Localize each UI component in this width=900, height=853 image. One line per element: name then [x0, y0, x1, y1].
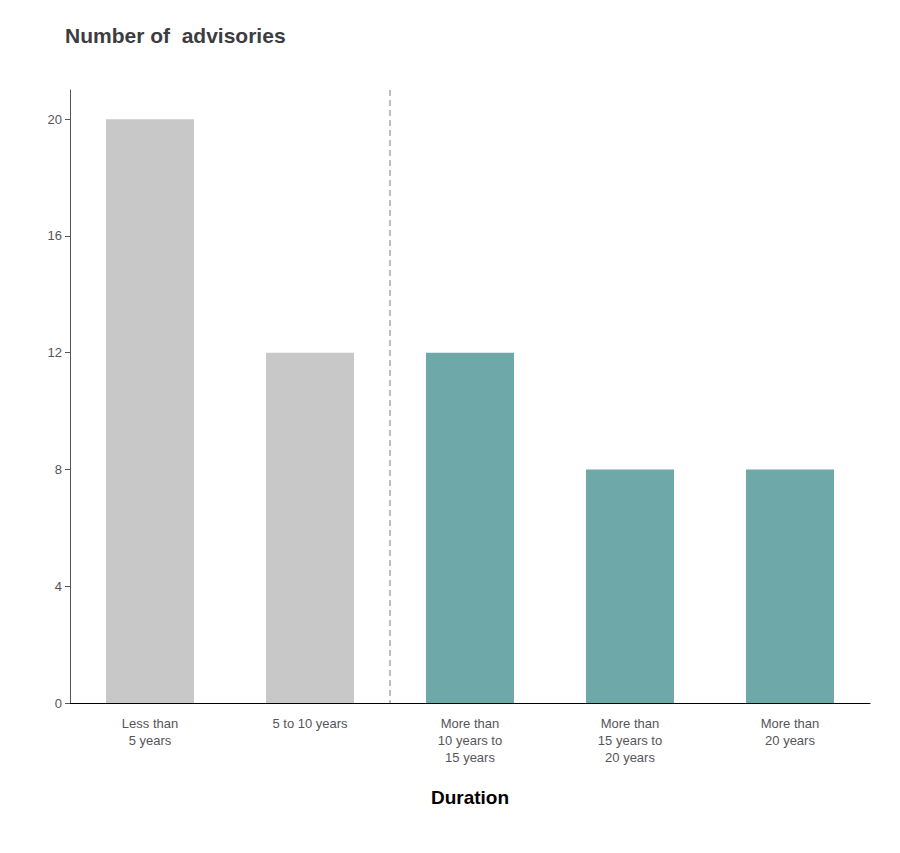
svg-text:0: 0: [55, 696, 62, 711]
svg-text:5 years: 5 years: [129, 733, 172, 748]
svg-text:15 years: 15 years: [445, 750, 495, 765]
svg-text:More than: More than: [761, 716, 820, 731]
svg-text:4: 4: [55, 579, 62, 594]
svg-text:20: 20: [48, 112, 62, 127]
svg-text:Number of advisories: Number of advisories: [65, 24, 286, 47]
svg-text:More than: More than: [441, 716, 500, 731]
svg-text:5 to 10 years: 5 to 10 years: [272, 716, 348, 731]
svg-text:More than: More than: [601, 716, 660, 731]
svg-text:15 years to: 15 years to: [598, 733, 662, 748]
svg-text:Less than: Less than: [122, 716, 178, 731]
svg-text:10 years to: 10 years to: [438, 733, 502, 748]
svg-text:Duration: Duration: [431, 787, 509, 808]
svg-text:20 years: 20 years: [765, 733, 815, 748]
svg-text:12: 12: [48, 345, 62, 360]
svg-text:16: 16: [48, 228, 62, 243]
svg-text:20 years: 20 years: [605, 750, 655, 765]
svg-text:8: 8: [55, 462, 62, 477]
